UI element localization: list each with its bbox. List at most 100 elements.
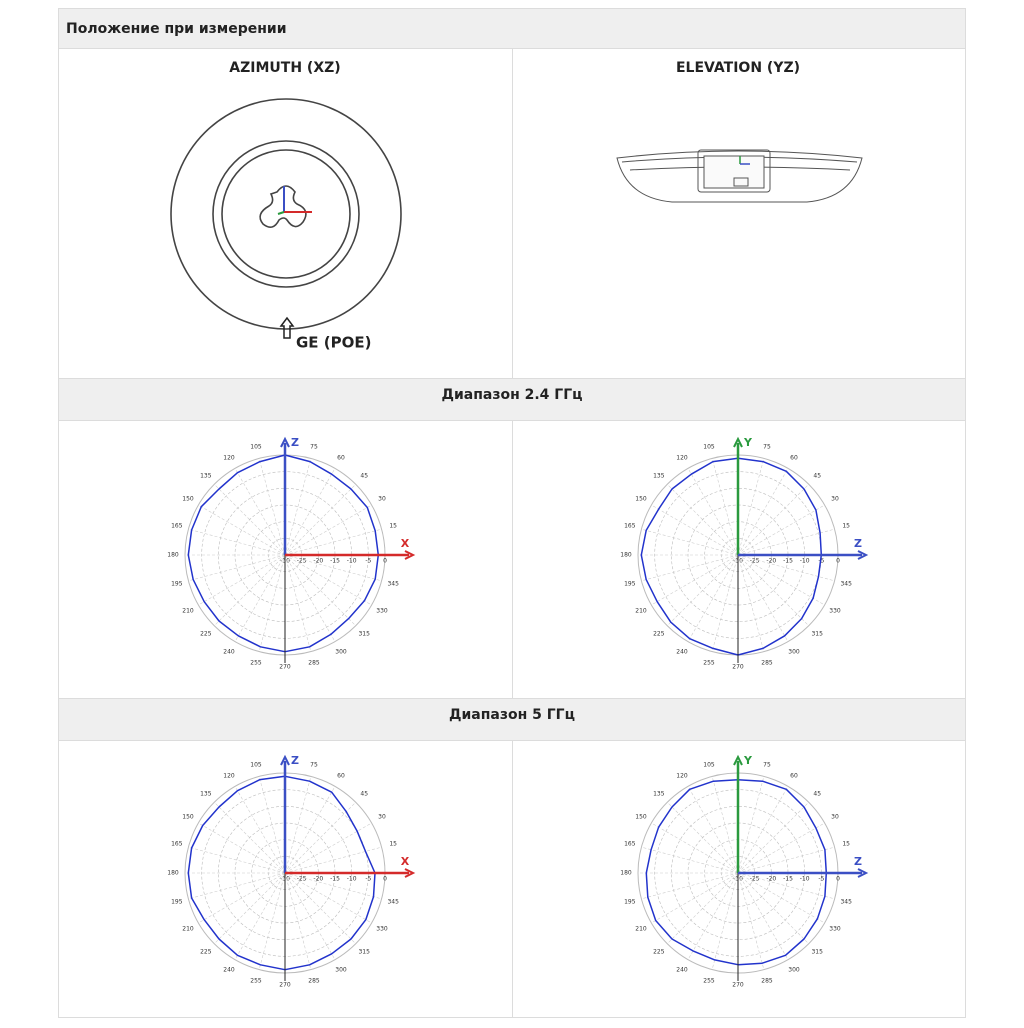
ring-label: -10	[800, 558, 810, 565]
angle-label: 225	[653, 949, 665, 956]
grid-spoke	[737, 554, 825, 606]
angle-label: 150	[182, 814, 194, 821]
angle-label: 210	[182, 608, 194, 615]
angle-label: 195	[624, 898, 636, 905]
grid-spoke	[188, 846, 286, 874]
grid-spoke	[737, 776, 765, 874]
ring-label: -20	[313, 558, 323, 565]
ring-label: -15	[330, 876, 340, 883]
polar-plot: -30-25-20-15-10-501530456075105120135150…	[167, 436, 416, 671]
ring-label: -25	[750, 876, 760, 883]
ring-label: -25	[297, 876, 307, 883]
grid-spoke	[687, 786, 739, 874]
angle-label: 270	[279, 664, 291, 671]
angle-label: 30	[831, 496, 839, 503]
angle-label: 300	[335, 966, 347, 973]
angle-label: 315	[811, 631, 823, 638]
angle-label: 240	[223, 648, 235, 655]
grid-spoke	[198, 872, 286, 924]
grid-spoke	[737, 802, 809, 874]
grid-spoke	[711, 554, 739, 652]
angle-label: 15	[389, 523, 397, 530]
arrow-head	[280, 754, 290, 766]
angle-label: 195	[624, 580, 636, 587]
arrow-head	[857, 550, 869, 560]
grid-spoke	[258, 776, 286, 874]
grid-spoke	[188, 872, 286, 900]
grid-spoke	[651, 504, 739, 556]
grid-spoke	[737, 872, 809, 944]
angle-label: 120	[223, 773, 235, 780]
angle-label: 135	[653, 790, 665, 797]
angle-label: 285	[308, 660, 320, 667]
grid-spoke	[188, 554, 286, 582]
angle-label: 285	[761, 978, 773, 985]
grid-spoke	[198, 822, 286, 874]
grid-spoke	[737, 872, 765, 970]
grid-spoke	[667, 872, 739, 944]
angle-label: 240	[676, 648, 688, 655]
angle-label: 150	[635, 814, 647, 821]
ring-label: -10	[800, 876, 810, 883]
grid-spoke	[667, 554, 739, 626]
grid-spoke	[641, 528, 739, 556]
grid-spoke	[284, 872, 372, 924]
axis-label: Z	[291, 436, 299, 449]
angle-label: 330	[829, 608, 841, 615]
angle-label: 195	[171, 580, 183, 587]
axis-label: Z	[854, 855, 862, 868]
grid-spoke	[214, 554, 286, 626]
angle-label: 15	[842, 841, 850, 848]
grid-spoke	[667, 802, 739, 874]
angle-label: 255	[250, 978, 262, 985]
grid-spoke	[188, 528, 286, 556]
angle-label: 270	[732, 664, 744, 671]
angle-label: 225	[200, 949, 212, 956]
band-row	[58, 378, 966, 420]
angle-label: 150	[182, 496, 194, 503]
angle-label: 120	[676, 773, 688, 780]
grid-spoke	[214, 872, 286, 944]
angle-label: 75	[763, 443, 771, 450]
grid-spoke	[737, 528, 835, 556]
port-label: GE (POE)	[296, 334, 371, 352]
angle-label: 165	[624, 841, 636, 848]
ring-label: -20	[766, 558, 776, 565]
angle-label: 210	[635, 608, 647, 615]
angle-label: 45	[813, 790, 821, 797]
grid-spoke	[737, 786, 789, 874]
angle-label: 135	[200, 790, 212, 797]
arrow-head	[733, 436, 743, 448]
band-row	[58, 698, 966, 740]
angle-label: 105	[250, 761, 262, 768]
angle-label: 60	[337, 773, 345, 780]
angle-label: 105	[703, 443, 715, 450]
grid-spoke	[214, 802, 286, 874]
grid-spoke	[284, 554, 382, 582]
grid-spoke	[284, 528, 382, 556]
angle-label: 345	[840, 580, 852, 587]
angle-label: 60	[337, 455, 345, 462]
ring-label: 0	[836, 876, 840, 883]
axis-label: X	[401, 855, 410, 868]
grid-spoke	[284, 872, 356, 944]
angle-label: 30	[831, 814, 839, 821]
ring-label: 0	[383, 876, 387, 883]
angle-label: 330	[829, 926, 841, 933]
ring-label: -25	[297, 558, 307, 565]
angle-label: 330	[376, 926, 388, 933]
angle-label: 345	[840, 898, 852, 905]
grid-spoke	[737, 458, 765, 556]
angle-label: 300	[788, 966, 800, 973]
angle-label: 135	[200, 472, 212, 479]
axis-label: X	[401, 537, 410, 550]
angle-label: 60	[790, 455, 798, 462]
angle-label: 45	[813, 472, 821, 479]
angle-label: 15	[842, 523, 850, 530]
arrow-head	[404, 550, 416, 560]
axis-label: Z	[291, 754, 299, 767]
header-title: Положение при измерении	[66, 21, 287, 37]
ring-label: -5	[365, 558, 371, 565]
axis-label: Y	[743, 754, 753, 767]
